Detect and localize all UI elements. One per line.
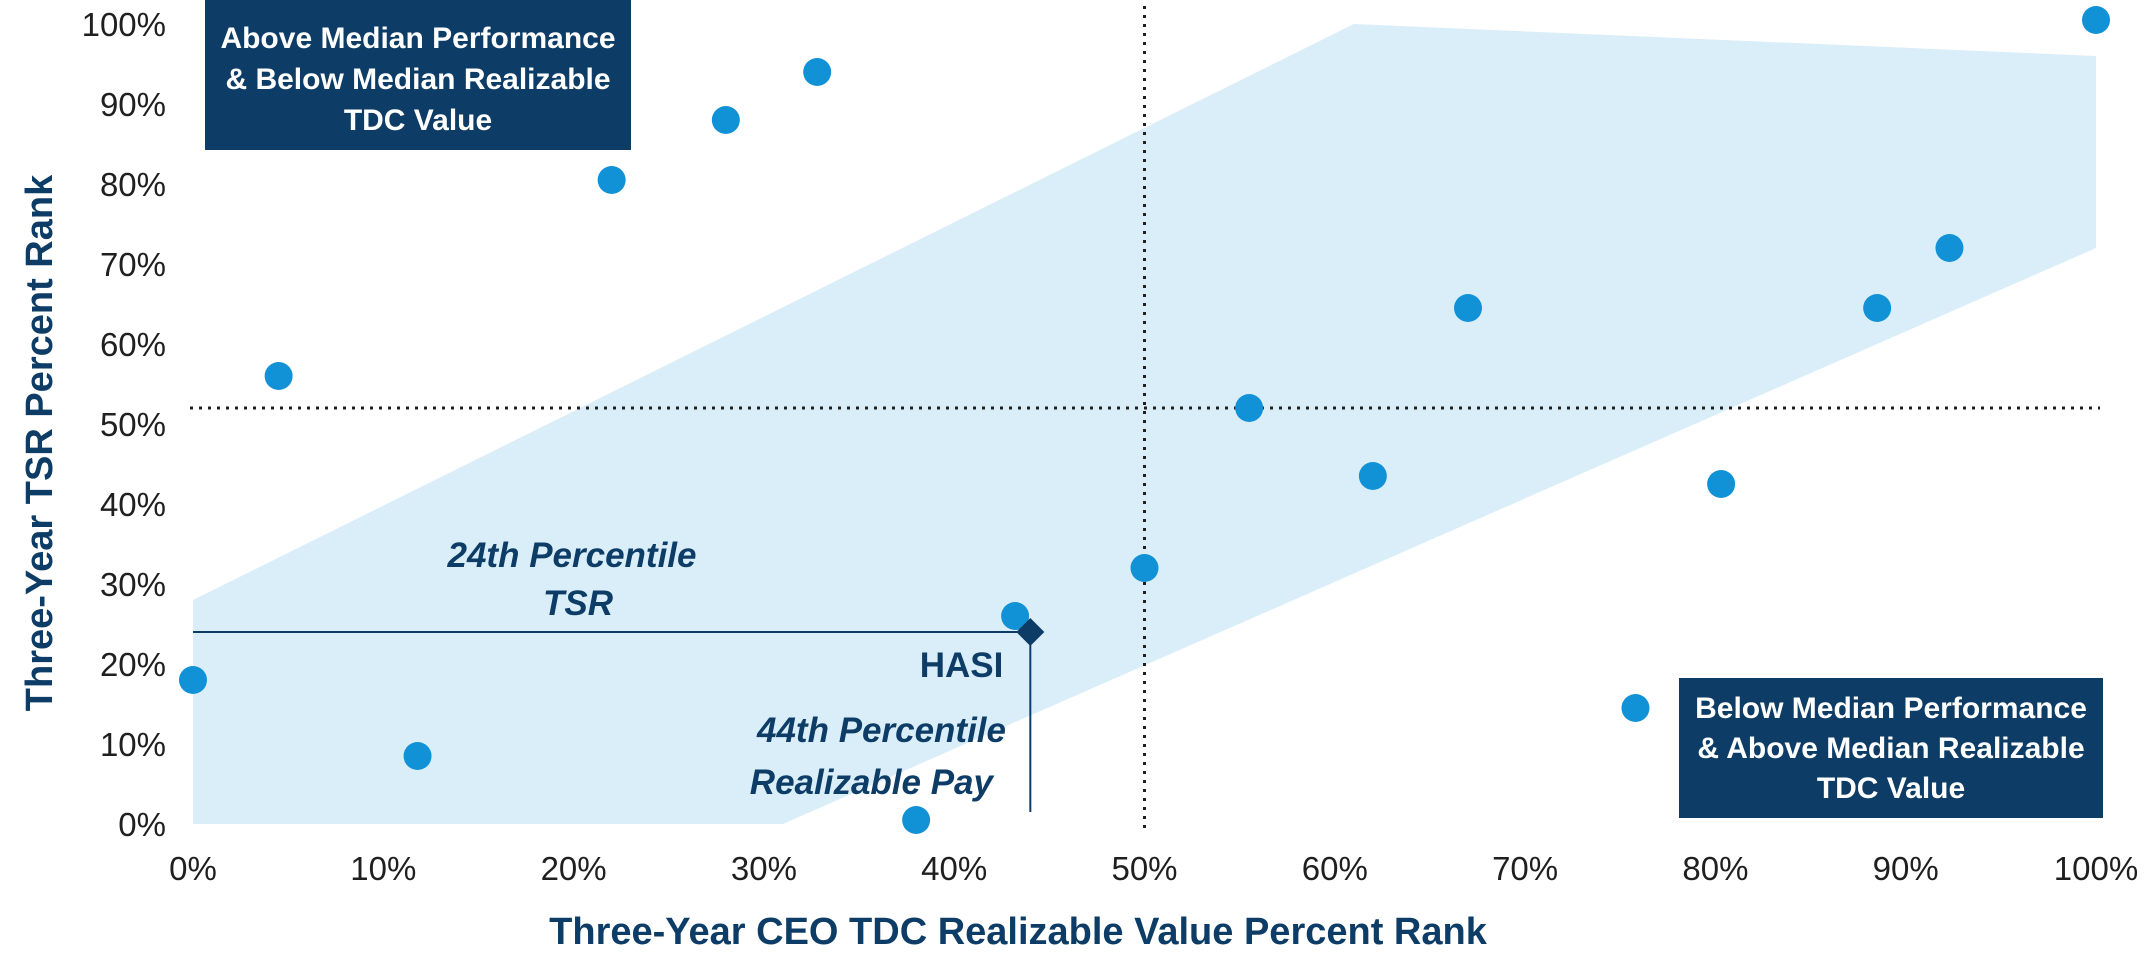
peer-point [1863,294,1892,322]
quadrant-top-left-line-3: TDC Value [344,104,492,137]
quadrant-box-bottom-right [1679,678,2103,818]
y-tick-label: 10% [100,726,166,763]
x-tick-label: 10% [350,850,416,887]
y-tick-label: 90% [100,86,166,123]
peer-point [1130,554,1159,582]
quadrant-bottom-right-line-1: Below Median Performance [1695,692,2087,725]
pay-callout-line-1: 44th Percentile [756,711,1006,750]
quadrant-bottom-right-line-2: & Above Median Realizable [1697,732,2084,765]
y-tick-label: 70% [100,246,166,283]
y-tick-label: 0% [118,806,166,843]
tsr-callout-line-2: TSR [543,584,614,623]
quadrant-box-top-left [205,0,631,150]
peer-point [1707,470,1736,498]
x-tick-label: 90% [1873,850,1939,887]
company-marker-hasi [1016,618,1045,646]
y-tick-label: 50% [100,406,166,443]
peer-point [902,806,931,834]
peer-points [179,6,2110,834]
peer-point [179,666,207,694]
y-tick-label: 30% [100,566,166,603]
quadrant-label-top-left: Above Median Performance & Below Median … [205,0,631,150]
peer-point [1935,234,1964,262]
y-tick-label: 60% [100,326,166,363]
y-tick-label: 20% [100,646,166,683]
y-tick-label: 40% [100,486,166,523]
tsr-callout-line-1: 24th Percentile [447,536,697,575]
x-axis-title: Three-Year CEO TDC Realizable Value Perc… [549,911,1488,953]
y-tick-label: 100% [82,6,166,43]
peer-point [403,742,432,770]
quadrant-top-left-line-2: & Below Median Realizable [225,63,610,96]
pay-callout-line-2: Realizable Pay [750,763,995,802]
x-axis-ticks: 0% 10% 20% 30% 40% 50% 60% 70% 80% 90% 100% [169,850,2138,887]
x-tick-label: 100% [2054,850,2138,887]
peer-point [1454,294,1483,322]
quadrant-top-left-line-1: Above Median Performance [220,22,615,55]
x-tick-label: 40% [921,850,987,887]
pay-performance-alignment-band [193,24,2096,824]
company-label: HASI [920,646,1004,685]
peer-point [1621,694,1650,722]
x-tick-label: 30% [731,850,797,887]
x-tick-label: 50% [1111,850,1177,887]
x-tick-label: 80% [1682,850,1748,887]
peer-point [1001,602,1030,630]
y-axis-ticks: 0% 10% 20% 30% 40% 50% 60% 70% 80% 90% 100% [82,6,166,843]
x-tick-label: 20% [541,850,607,887]
y-tick-label: 80% [100,166,166,203]
x-tick-label: 70% [1492,850,1558,887]
peer-point [597,166,626,194]
peer-point [711,106,740,134]
x-tick-label: 60% [1302,850,1368,887]
x-tick-label: 0% [169,850,217,887]
peer-point [803,58,832,86]
peer-point [264,362,293,390]
peer-point [1235,394,1264,422]
peer-point [1358,462,1387,490]
y-axis-title: Three-Year TSR Percent Rank [19,174,61,711]
quadrant-bottom-right-line-3: TDC Value [1817,772,1965,805]
peer-point [2082,6,2110,34]
quadrant-label-bottom-right: Below Median Performance & Above Median … [1679,678,2103,818]
